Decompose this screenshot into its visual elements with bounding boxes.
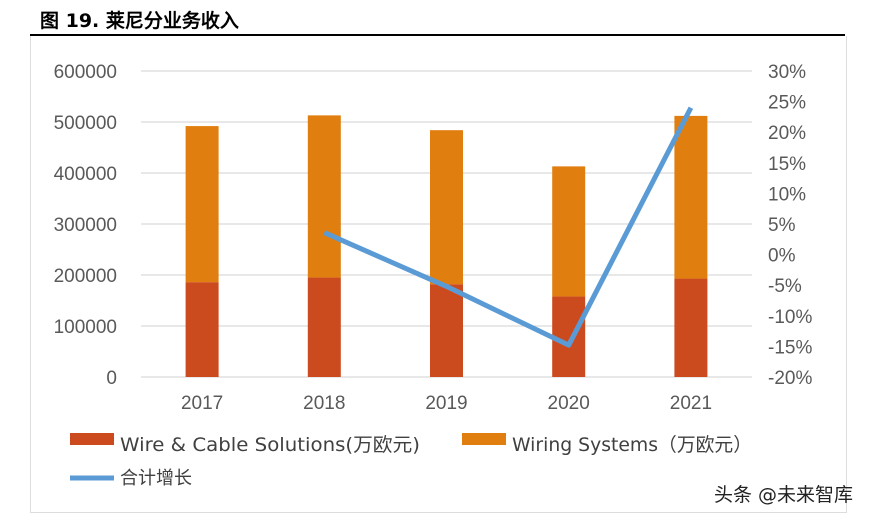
left-tick-label: 400000 — [54, 164, 117, 185]
left-tick-label: 600000 — [54, 62, 117, 83]
legend-swatch — [70, 433, 114, 445]
right-tick-label: 5% — [768, 215, 796, 236]
x-tick-label: 2021 — [670, 393, 712, 414]
legend-swatch — [462, 433, 506, 445]
right-tick-label: 0% — [768, 246, 796, 267]
left-tick-label: 200000 — [54, 266, 117, 287]
left-tick-label: 500000 — [54, 113, 117, 134]
title-rule — [30, 34, 845, 36]
x-tick-label: 2020 — [548, 393, 590, 414]
bar-segment — [307, 277, 341, 377]
right-tick-label: -10% — [768, 307, 812, 328]
right-tick-label: -15% — [768, 337, 812, 358]
left-tick-label: 0 — [106, 368, 117, 389]
bar-segment — [674, 115, 708, 279]
legend-label: Wire & Cable Solutions(万欧元) — [120, 434, 420, 456]
right-tick-label: 25% — [768, 93, 806, 114]
right-tick-label: 20% — [768, 123, 806, 144]
bar-segment — [307, 115, 341, 278]
x-tick-label: 2017 — [181, 393, 223, 414]
left-tick-label: 300000 — [54, 215, 117, 236]
bar-segment — [552, 166, 586, 297]
figure-title: 图 19. 莱尼分业务收入 — [40, 10, 239, 32]
watermark: 头条 @未来智库 — [713, 484, 853, 506]
right-tick-label: 30% — [768, 62, 806, 83]
right-tick-label: -20% — [768, 368, 812, 389]
legend-label: Wiring Systems（万欧元） — [512, 434, 752, 456]
right-tick-label: 10% — [768, 184, 806, 205]
x-tick-label: 2019 — [425, 393, 467, 414]
bar-segment — [185, 282, 219, 377]
bar-segment — [185, 126, 219, 283]
legend-label: 合计增长 — [120, 468, 192, 489]
growth-line — [323, 106, 694, 348]
bar-segment — [430, 130, 463, 285]
bar-segment — [430, 284, 463, 377]
bar-segment — [674, 278, 708, 377]
right-tick-label: -5% — [768, 276, 802, 297]
left-tick-label: 100000 — [54, 317, 117, 338]
chart-frame — [30, 36, 847, 513]
bar-segment — [552, 296, 586, 377]
right-tick-label: 15% — [768, 154, 806, 175]
x-tick-label: 2018 — [303, 393, 345, 414]
